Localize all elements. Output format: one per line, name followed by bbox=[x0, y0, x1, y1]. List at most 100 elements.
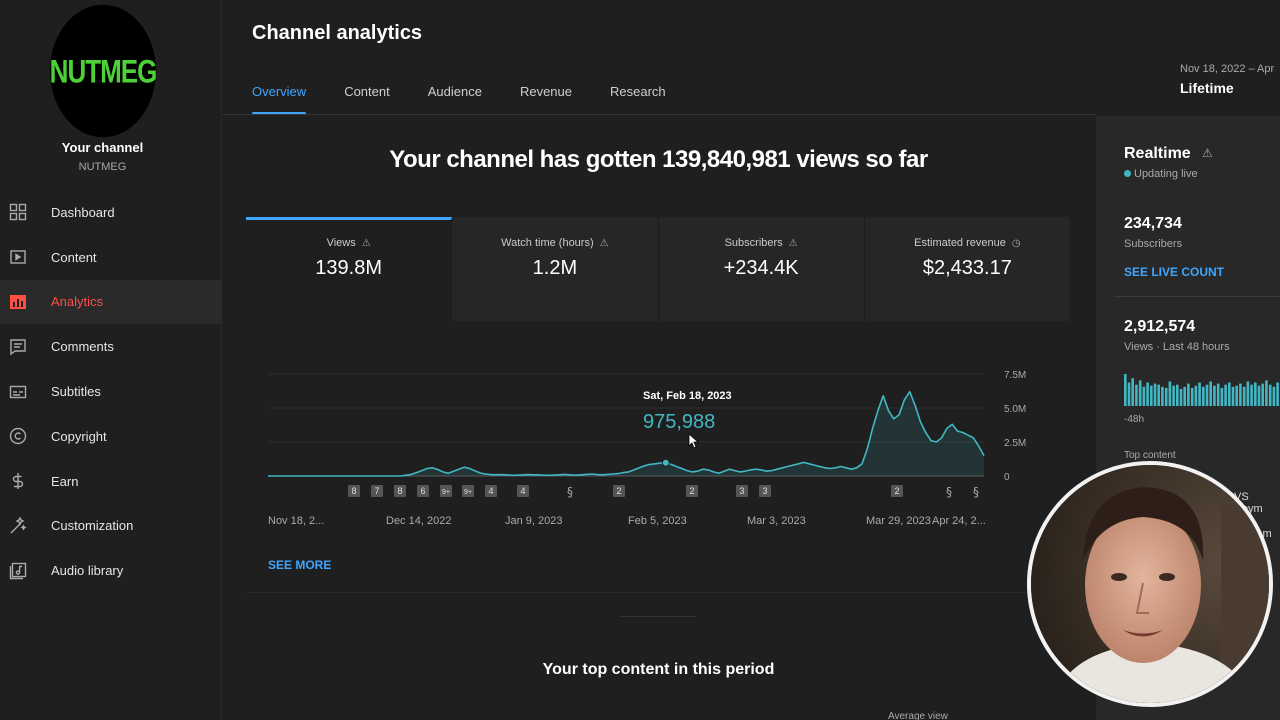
sidebar-item-earn[interactable]: Earn bbox=[0, 459, 222, 504]
views-chart[interactable]: 7.5M 5.0M 2.5M 0 8 7 8 6 9+ 9+ 4 4 § 2 2 3 3 2 § § Nov 18, 2… bbox=[246, 321, 1071, 593]
realtime-bar bbox=[1246, 381, 1250, 406]
channel-logo-text: NUTMEG bbox=[49, 51, 158, 90]
sidebar-item-analytics[interactable]: Analytics bbox=[0, 279, 222, 325]
x-tick-label: Dec 14, 2022 bbox=[386, 515, 451, 527]
analytics-tabs: Overview Content Audience Revenue Resear… bbox=[252, 84, 704, 115]
video-marker bbox=[440, 485, 452, 497]
see-live-count-link[interactable]: SEE LIVE COUNT bbox=[1124, 265, 1225, 279]
page-title: Channel analytics bbox=[252, 22, 423, 44]
y-tick-label: 0 bbox=[1004, 472, 1010, 483]
sidebar-item-label: Customization bbox=[51, 518, 134, 534]
channel-avatar[interactable]: NUTMEG bbox=[49, 4, 158, 138]
realtime-bar bbox=[1220, 387, 1224, 406]
realtime-bar bbox=[1261, 383, 1264, 406]
video-marker bbox=[417, 485, 429, 497]
metric-value: 1.2M bbox=[532, 257, 578, 279]
sidebar-item-audio-library[interactable]: Audio library bbox=[0, 548, 222, 593]
realtime-subscribers-label: Subscribers bbox=[1124, 238, 1183, 250]
warning-icon: ⚠ bbox=[1202, 146, 1213, 160]
tooltip-date: Sat, Feb 18, 2023 bbox=[643, 390, 732, 402]
video-marker bbox=[613, 485, 625, 497]
video-marker bbox=[891, 485, 903, 497]
sidebar-item-label: Content bbox=[51, 249, 97, 265]
realtime-bar bbox=[1205, 384, 1209, 406]
tab-research[interactable]: Research bbox=[610, 84, 666, 99]
views-line bbox=[268, 390, 985, 477]
realtime-status: Updating live bbox=[1124, 168, 1198, 180]
sidebar-item-copyright[interactable]: Copyright bbox=[0, 414, 222, 459]
channel-title: Your channel bbox=[61, 140, 144, 155]
video-marker bbox=[759, 485, 771, 497]
channel-name: NUTMEG bbox=[78, 161, 127, 173]
video-marker-label: 4 bbox=[520, 486, 525, 496]
tab-content[interactable]: Content bbox=[344, 84, 390, 99]
sidebar-item-customization[interactable]: Customization bbox=[0, 504, 222, 549]
realtime-bar bbox=[1194, 385, 1198, 406]
sidebar-item-subtitles[interactable]: Subtitles bbox=[0, 369, 222, 414]
copyright-icon bbox=[9, 427, 27, 445]
x-tick-label: Jan 9, 2023 bbox=[505, 515, 563, 527]
sidebar-item-label: Subtitles bbox=[51, 384, 101, 400]
video-marker bbox=[348, 485, 360, 497]
realtime-bar bbox=[1164, 387, 1168, 406]
realtime-bar bbox=[1231, 386, 1235, 406]
realtime-bar bbox=[1228, 382, 1231, 406]
video-marker bbox=[462, 485, 474, 497]
realtime-bar bbox=[1153, 383, 1157, 406]
sidebar-item-content[interactable]: Content bbox=[0, 235, 222, 280]
sidebar-item-dashboard[interactable]: Dashboard bbox=[0, 190, 222, 235]
video-marker bbox=[686, 485, 698, 497]
average-view-label: Average view bbox=[888, 711, 948, 720]
date-range-text[interactable]: Nov 18, 2022 – Apr bbox=[1180, 63, 1275, 75]
sidebar-item-comments[interactable]: Comments bbox=[0, 324, 222, 369]
realtime-views-value: 2,912,574 bbox=[1124, 318, 1196, 335]
realtime-bar bbox=[1142, 386, 1146, 406]
realtime-status-text: Updating live bbox=[1134, 168, 1198, 180]
realtime-top-content-label: Top content bbox=[1124, 450, 1176, 461]
realtime-bar bbox=[1250, 384, 1253, 406]
sidebar-item-label: Copyright bbox=[51, 428, 107, 444]
see-more-link[interactable]: SEE MORE bbox=[268, 558, 332, 572]
metric-label: Estimated revenue bbox=[914, 237, 1006, 249]
video-marker-label: 2 bbox=[894, 486, 899, 496]
realtime-divider bbox=[1114, 296, 1280, 297]
y-tick-label: 7.5M bbox=[1004, 370, 1026, 381]
warning-icon: ⚠ bbox=[599, 238, 609, 249]
clock-icon: ◷ bbox=[1011, 238, 1021, 249]
realtime-bar bbox=[1272, 386, 1276, 406]
metric-card-revenue[interactable]: Estimated revenue ◷ $2,433.17 bbox=[864, 217, 1071, 321]
metric-card-views[interactable]: Views ⚠ 139.8M bbox=[246, 217, 453, 321]
realtime-bar bbox=[1131, 378, 1134, 406]
video-marker-label: 6 bbox=[420, 486, 425, 496]
realtime-bar-chart[interactable] bbox=[1124, 374, 1280, 406]
metric-card-watch-time[interactable]: Watch time (hours) ⚠ 1.2M bbox=[452, 217, 659, 321]
shorts-marker-icon: § bbox=[946, 485, 952, 499]
video-marker-label: 2 bbox=[689, 486, 694, 496]
tab-audience[interactable]: Audience bbox=[427, 84, 482, 99]
video-marker-label: 2 bbox=[616, 486, 621, 496]
customization-icon bbox=[9, 516, 27, 535]
tab-overview[interactable]: Overview bbox=[252, 84, 307, 115]
realtime-bar bbox=[1224, 384, 1227, 406]
period-selector[interactable]: Lifetime bbox=[1180, 80, 1234, 96]
metric-label: Watch time (hours) bbox=[501, 237, 594, 249]
video-marker bbox=[371, 485, 383, 497]
sidebar-item-label: Audio library bbox=[51, 563, 124, 579]
views-chart-panel: 7.5M 5.0M 2.5M 0 8 7 8 6 9+ 9+ 4 4 § 2 2 3 3 2 § § Nov 18, 2… bbox=[246, 321, 1071, 593]
video-marker bbox=[517, 485, 529, 497]
video-marker-label: 4 bbox=[488, 486, 493, 496]
content-icon bbox=[9, 248, 27, 266]
metric-value: $2,433.17 bbox=[922, 257, 1012, 279]
realtime-subscribers-value: 234,734 bbox=[1124, 215, 1182, 232]
realtime-bar bbox=[1216, 383, 1220, 406]
metric-card-subscribers[interactable]: Subscribers ⚠ +234.4K bbox=[658, 217, 865, 321]
webcam-overlay bbox=[1027, 461, 1273, 707]
tab-revenue[interactable]: Revenue bbox=[519, 84, 572, 99]
mouse-cursor-icon bbox=[688, 433, 700, 449]
x-tick-label: Feb 5, 2023 bbox=[628, 515, 687, 527]
live-dot-icon bbox=[1124, 170, 1131, 177]
realtime-bar bbox=[1239, 383, 1242, 406]
video-marker-label: 9+ bbox=[464, 489, 472, 496]
y-tick-label: 2.5M bbox=[1004, 438, 1026, 449]
top-content-heading: Your top content in this period bbox=[542, 661, 775, 678]
